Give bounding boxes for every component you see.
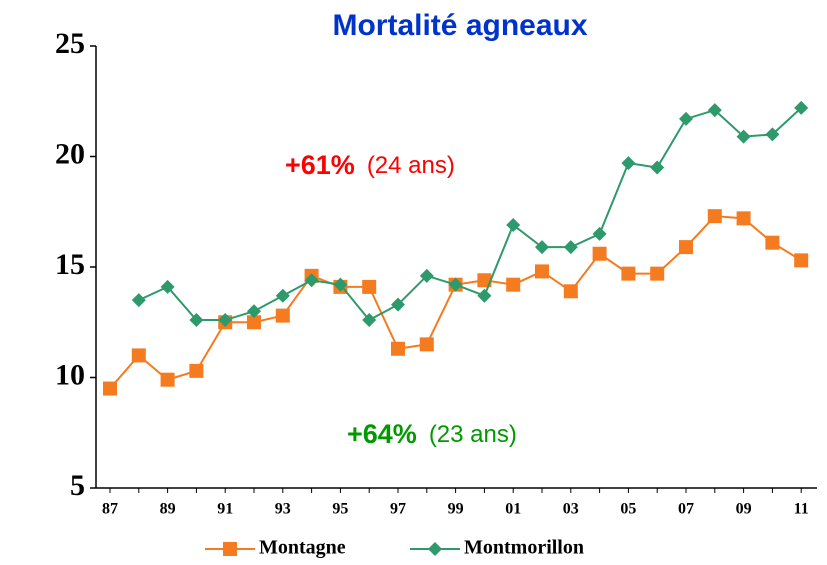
x-tick-label: 07 [678, 501, 694, 518]
marker [247, 304, 261, 319]
series-line [138, 107, 802, 322]
annotation-bold: +61% [285, 150, 355, 180]
x-tick-label: 93 [275, 501, 291, 518]
marker [563, 240, 578, 255]
marker [189, 363, 204, 378]
y-tick-label: 10 [55, 358, 85, 391]
marker [679, 111, 693, 126]
marker [794, 253, 809, 268]
annotation: +64% (23 ans) [347, 419, 517, 449]
x-tick-label: 01 [505, 501, 521, 518]
marker [223, 542, 237, 556]
marker [419, 337, 434, 352]
marker [736, 211, 751, 226]
marker [333, 277, 348, 292]
x-tick-label: 95 [332, 501, 348, 518]
marker [765, 235, 780, 250]
marker [160, 279, 175, 294]
x-tick-label: 97 [390, 501, 406, 518]
marker [391, 341, 405, 356]
marker [448, 277, 463, 292]
legend-label: Montagne [259, 537, 346, 559]
x-tick-label: 91 [217, 501, 233, 518]
x-tick-label: 09 [736, 501, 752, 518]
series-line [109, 215, 802, 390]
marker [621, 266, 636, 281]
y-tick-label: 20 [55, 137, 85, 170]
marker [419, 268, 434, 283]
annotation-bold: +64% [347, 419, 417, 449]
legend-label: Montmorillon [464, 537, 584, 559]
y-tick-label: 5 [70, 469, 85, 502]
marker [362, 313, 377, 328]
y-tick-label: 25 [55, 27, 85, 60]
marker [189, 313, 204, 328]
marker [506, 218, 521, 233]
x-tick-label: 87 [102, 501, 118, 518]
marker [592, 246, 607, 261]
marker [131, 348, 146, 363]
marker [275, 288, 290, 303]
x-tick-label: 11 [794, 501, 809, 518]
marker [218, 313, 233, 328]
marker [736, 129, 751, 144]
marker [707, 209, 722, 224]
marker [428, 542, 442, 556]
marker [563, 284, 578, 299]
marker [535, 264, 549, 279]
x-tick-label: 99 [448, 501, 464, 518]
chart-title: Mortalité agneaux [332, 9, 587, 42]
marker [247, 315, 261, 330]
y-tick-label: 15 [55, 248, 85, 281]
marker [304, 273, 319, 288]
marker [362, 279, 377, 294]
marker [160, 372, 175, 387]
x-tick-label: 03 [563, 501, 579, 518]
annotation: +61% (24 ans) [285, 150, 455, 180]
marker [275, 308, 290, 323]
marker [592, 226, 607, 241]
marker [621, 156, 636, 171]
marker [535, 240, 549, 255]
x-tick-label: 89 [160, 501, 176, 518]
marker [707, 103, 722, 118]
marker [477, 273, 492, 288]
marker [506, 277, 521, 292]
annotation-text: (24 ans) [367, 152, 455, 179]
marker [391, 297, 405, 312]
marker [679, 240, 693, 255]
annotation-text: (23 ans) [429, 421, 517, 448]
marker [103, 381, 117, 396]
marker [650, 266, 665, 281]
x-tick-label: 05 [620, 501, 636, 518]
marker [477, 288, 492, 303]
marker [131, 293, 146, 308]
marker [650, 160, 665, 175]
marker [765, 127, 780, 142]
marker [794, 100, 809, 115]
